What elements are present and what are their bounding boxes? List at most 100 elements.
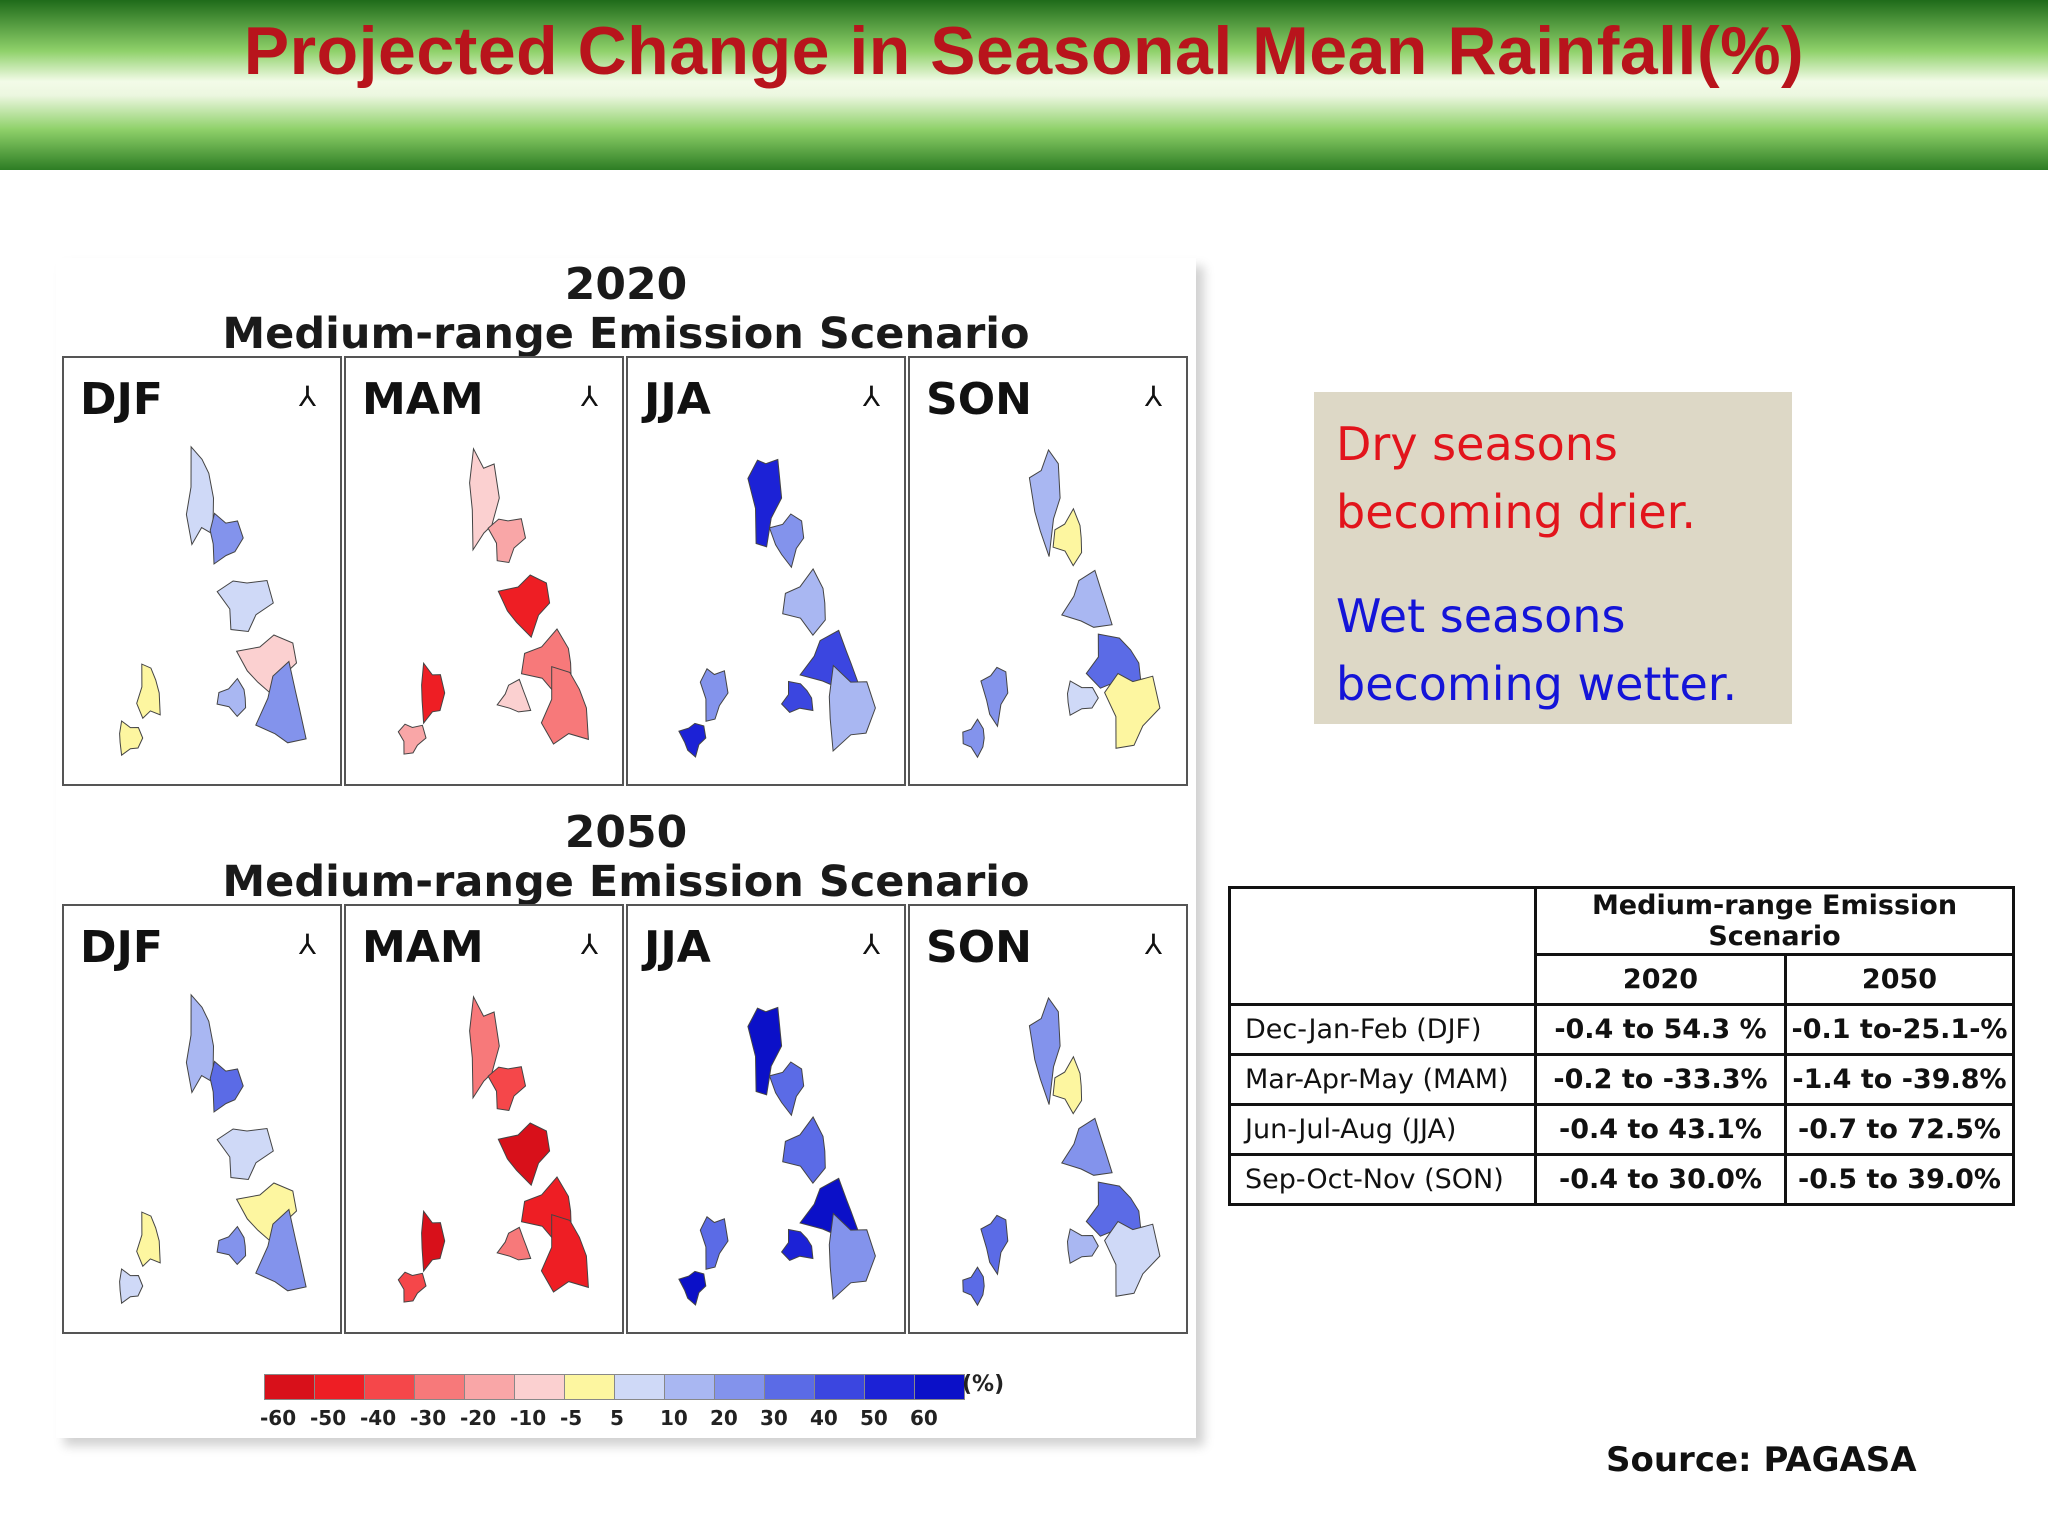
map-panel: MAM ⅄ <box>344 356 624 786</box>
table-row: Dec-Jan-Feb (DJF) -0.4 to 54.3 % -0.1 to… <box>1228 1003 2015 1056</box>
island-map-sketch <box>962 996 1161 1307</box>
island-shape <box>497 574 551 639</box>
colorbar-segment <box>664 1374 715 1400</box>
island-shape <box>1061 569 1113 628</box>
island-shape <box>136 1211 161 1268</box>
colorbar-tick-label: 5 <box>610 1406 624 1430</box>
island-shape <box>119 1268 144 1305</box>
table-year-header: 2050 <box>1784 953 2015 1006</box>
island-shape <box>136 663 161 720</box>
table-corner-cell <box>1228 886 1537 1006</box>
island-shape <box>980 1214 1009 1276</box>
island-shape <box>540 666 589 745</box>
island-shape <box>780 680 814 713</box>
table-value-cell: -0.1 to-25.1-% <box>1784 1003 2015 1056</box>
season-label: JJA <box>644 374 711 425</box>
island-shape <box>962 1266 985 1307</box>
colorbar-segment <box>914 1374 965 1400</box>
colorbar-segment <box>364 1374 415 1400</box>
north-arrow-icon: ⅄ <box>1144 928 1162 961</box>
island-shape <box>768 1061 805 1117</box>
island-shape <box>1052 1055 1083 1115</box>
colorbar-segment <box>764 1374 815 1400</box>
island-shape <box>185 993 215 1094</box>
island-shape <box>255 660 307 744</box>
island-map-sketch <box>678 458 876 758</box>
dry-line-1: Dry seasons <box>1336 417 1618 471</box>
map-panel: SON ⅄ <box>908 356 1188 786</box>
colorbar-segment <box>614 1374 665 1400</box>
colorbar-segment <box>864 1374 915 1400</box>
island-shape <box>699 668 729 722</box>
colorbar-tick-label: -20 <box>460 1406 497 1430</box>
island-shape <box>540 1214 589 1293</box>
colorbar-tick-label: 10 <box>660 1406 688 1430</box>
island-map-sketch <box>397 995 589 1303</box>
island-shape <box>780 1228 814 1261</box>
dry-seasons-note: Dry seasons becoming drier. <box>1336 410 1770 546</box>
island-shape <box>1052 507 1083 567</box>
north-arrow-icon: ⅄ <box>298 380 316 413</box>
scenario-title-2020: 2020 Medium-range Emission Scenario <box>56 260 1196 359</box>
island-shape <box>782 1116 826 1185</box>
wet-line-1: Wet seasons <box>1336 589 1626 643</box>
island-shape <box>980 666 1009 728</box>
island-shape <box>255 1208 307 1292</box>
scenario-year: 2050 <box>564 807 688 858</box>
colorbar-tick-label: -60 <box>260 1406 297 1430</box>
island-shape <box>1028 448 1061 557</box>
table-value-cell: -0.4 to 54.3 % <box>1534 1003 1787 1056</box>
colorbar-tick-label: 40 <box>810 1406 838 1430</box>
island-shape <box>216 1225 247 1266</box>
table-value-cell: -0.4 to 43.1% <box>1534 1103 1787 1156</box>
table-value-cell: -0.4 to 30.0% <box>1534 1153 1787 1206</box>
island-shape <box>799 1177 860 1236</box>
island-shape <box>119 720 144 757</box>
island-map-sketch <box>962 448 1161 759</box>
island-shape <box>496 678 532 713</box>
colorbar-tick-label: 50 <box>860 1406 888 1430</box>
colorbar-tick-label: 20 <box>710 1406 738 1430</box>
colorbar-segment <box>314 1374 365 1400</box>
season-label: SON <box>926 922 1032 973</box>
map-panel: JJA ⅄ <box>626 904 906 1334</box>
colorbar-tick-label: 30 <box>760 1406 788 1430</box>
table-season-cell: Jun-Jul-Aug (JJA) <box>1228 1103 1537 1156</box>
season-label: JJA <box>644 922 711 973</box>
north-arrow-icon: ⅄ <box>862 380 880 413</box>
colorbar-tick-label: -30 <box>410 1406 447 1430</box>
island-shape <box>799 629 860 688</box>
header-banner: Projected Change in Seasonal Mean Rainfa… <box>0 0 2048 170</box>
dry-line-2: becoming drier. <box>1336 485 1697 539</box>
island-shape <box>216 1127 274 1181</box>
summary-callout: Dry seasons becoming drier. Wet seasons … <box>1314 392 1792 724</box>
page-title: Projected Change in Seasonal Mean Rainfa… <box>243 13 1805 89</box>
scenario-title-2050: 2050 Medium-range Emission Scenario <box>56 807 1196 907</box>
wet-line-2: becoming wetter. <box>1336 657 1738 711</box>
table-value-cell: -0.2 to -33.3% <box>1534 1053 1787 1106</box>
island-shape <box>1061 1117 1113 1176</box>
island-shape <box>209 512 244 565</box>
colorbar-segment <box>714 1374 765 1400</box>
island-map-sketch <box>119 993 307 1305</box>
island-shape <box>397 723 427 755</box>
map-panel: DJF ⅄ <box>62 356 342 786</box>
island-shape <box>497 1122 551 1187</box>
table-value-cell: -1.4 to -39.8% <box>1784 1053 2015 1106</box>
table-season-cell: Dec-Jan-Feb (DJF) <box>1228 1003 1537 1056</box>
season-label: DJF <box>80 374 163 425</box>
colorbar-segment <box>464 1374 515 1400</box>
island-shape <box>782 568 826 637</box>
map-row-2050: DJF ⅄ MAM ⅄ JJA ⅄ SON ⅄ <box>60 904 1190 1334</box>
island-shape <box>1104 1220 1161 1297</box>
rainfall-maps-figure: 2020 Medium-range Emission Scenario DJF … <box>56 258 1196 1438</box>
island-shape <box>962 718 985 759</box>
wet-seasons-note: Wet seasons becoming wetter. <box>1336 582 1770 718</box>
island-shape <box>678 722 707 758</box>
map-panel: SON ⅄ <box>908 904 1188 1334</box>
table-row: Mar-Apr-May (MAM) -0.2 to -33.3% -1.4 to… <box>1228 1053 2015 1106</box>
colorbar-tick-label: -50 <box>310 1406 347 1430</box>
island-map-sketch <box>119 445 307 757</box>
north-arrow-icon: ⅄ <box>298 928 316 961</box>
island-shape <box>185 445 215 546</box>
